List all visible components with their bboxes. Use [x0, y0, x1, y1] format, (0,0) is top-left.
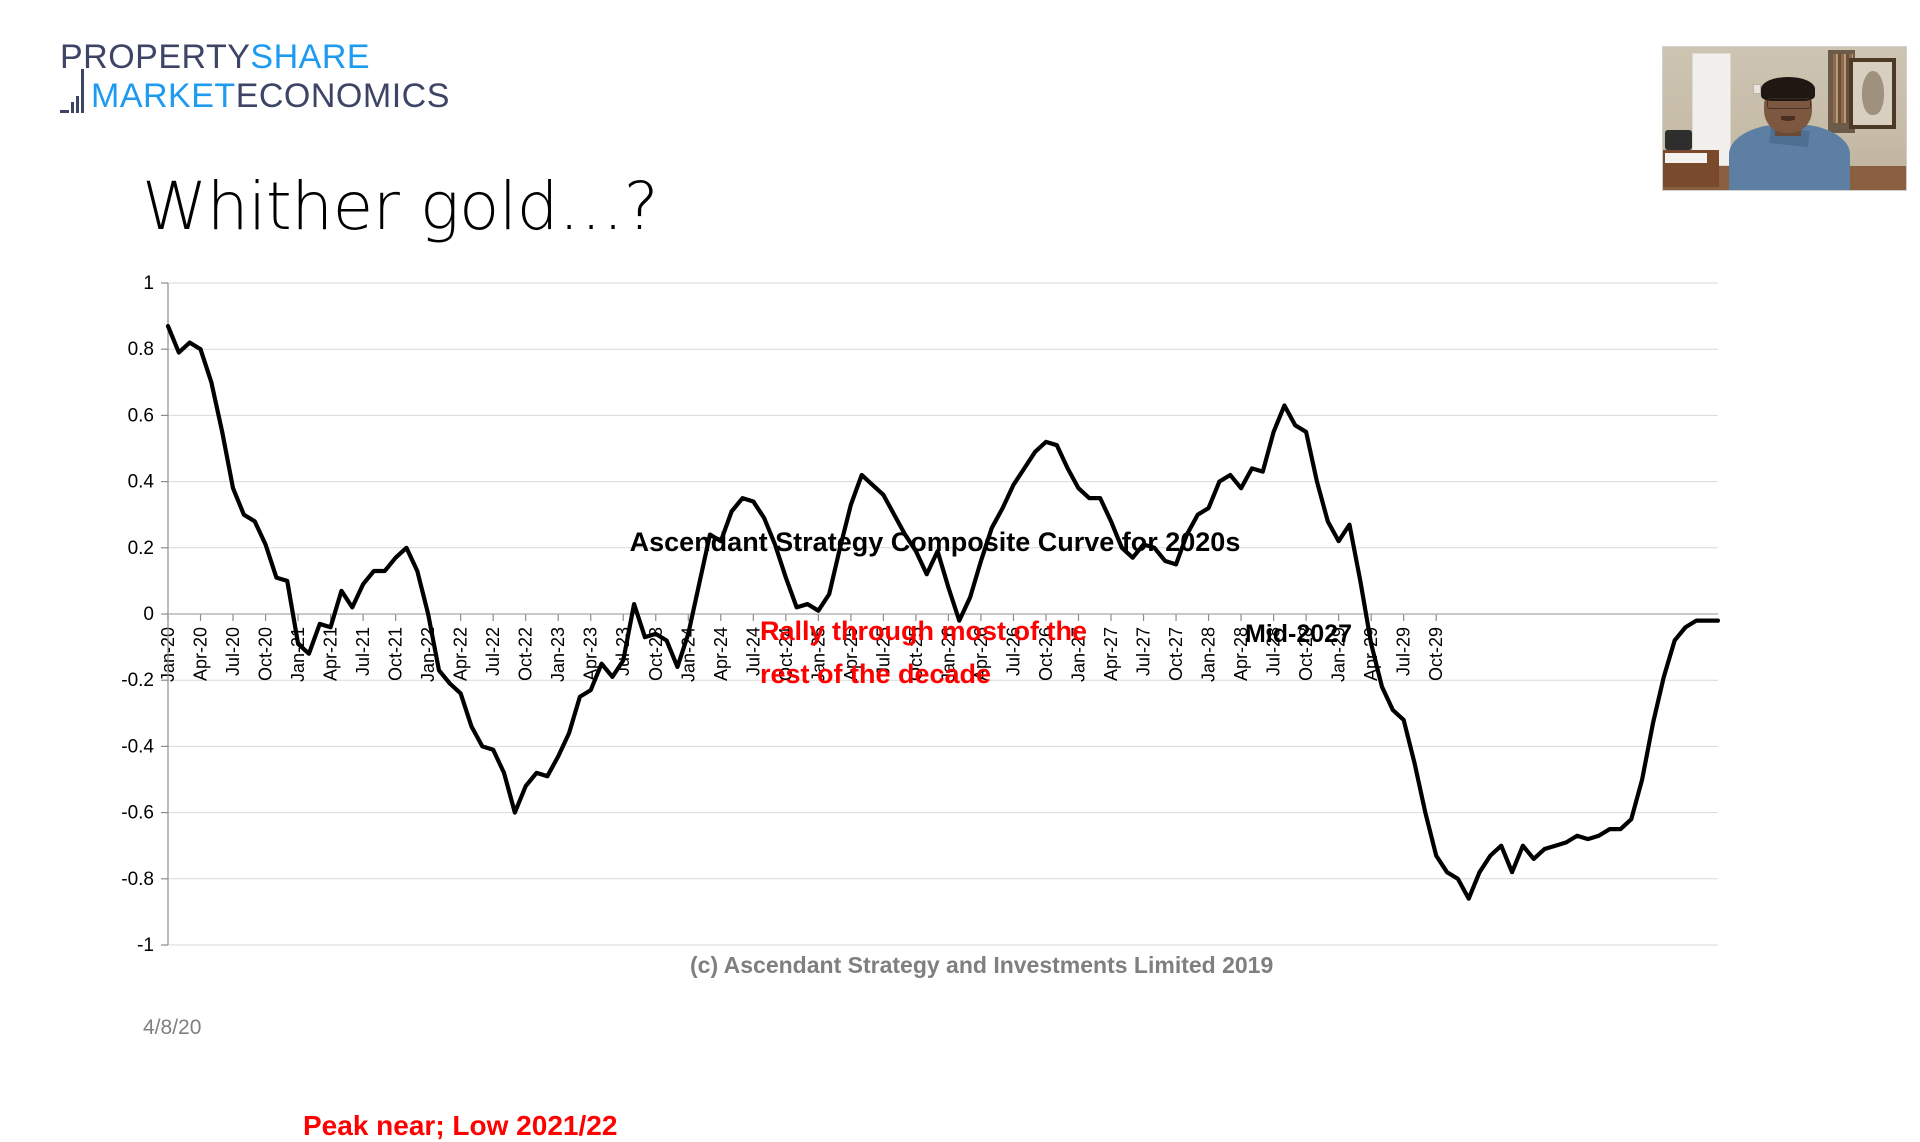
slide-date: 4/8/20 — [143, 1016, 202, 1039]
bar-chart-icon — [60, 69, 90, 115]
annotation-peak-low: Peak near; Low 2021/22 — [303, 1110, 618, 1141]
x-axis-tick-label: Jul-27 — [1134, 627, 1154, 676]
x-axis-ticks — [167, 614, 1437, 621]
logo-property-text: PROPERTY — [60, 38, 251, 76]
x-axis-tick-label: Oct-24 — [776, 627, 796, 681]
chart-canvas: 10.80.60.40.20-0.2-0.4-0.6-0.8-1 Jan-20 A… — [121, 273, 1721, 955]
presenter-hair — [1761, 77, 1815, 102]
x-axis-tick-label: Jul-24 — [743, 627, 763, 676]
x-axis-tick-label: Jan-29 — [1329, 627, 1349, 682]
presenter-mouth — [1780, 116, 1796, 122]
x-axis-tick-label: Jan-27 — [1068, 627, 1088, 682]
x-axis-tick-label: Apr-27 — [1101, 627, 1121, 681]
x-axis-tick-label: Apr-22 — [451, 627, 471, 681]
page-title: Whither gold…? — [142, 168, 659, 245]
x-axis-tick-label: Jul-22 — [483, 627, 503, 676]
y-axis-tick-label: -0.6 — [121, 803, 154, 824]
x-axis-tick-label: Apr-25 — [841, 627, 861, 681]
x-axis-tick-label: Jan-23 — [548, 627, 568, 682]
x-axis-tick-label: Oct-29 — [1426, 627, 1446, 681]
x-axis-tick-label: Jul-26 — [1003, 627, 1023, 676]
composite-curve-chart: 1 0.8 0.6 0.4 0.2 0 -0.2 -0.4 -0.6 -0.8 -1 Jan-20 A… — [0, 255, 1920, 1141]
y-axis-tick-label: 1 — [143, 273, 154, 294]
x-axis-tick-label: Oct-26 — [1036, 627, 1056, 681]
y-axis-tick-label: 0.2 — [128, 538, 154, 559]
x-axis-tick-label: Oct-28 — [1296, 627, 1316, 681]
x-axis-labels: Jan-20 Apr-20 Jul-20 Oct-20 Jan-21 Apr-21 Jul-… — [158, 627, 1446, 682]
light-switch-shape — [1752, 84, 1761, 95]
x-axis-tick-label: Jan-24 — [678, 627, 698, 682]
logo-line-1: PROPERTYSHARE — [60, 38, 580, 76]
x-axis-tick-label: Jul-25 — [873, 627, 893, 676]
y-axis-ticks — [161, 282, 168, 946]
x-axis-tick-label: Jul-28 — [1264, 627, 1284, 676]
x-axis-tick-label: Jul-29 — [1394, 627, 1414, 676]
x-axis-tick-label: Oct-20 — [256, 627, 276, 681]
x-axis-tick-label: Apr-20 — [191, 627, 211, 681]
logo-market-text: MARKET — [91, 77, 236, 115]
x-axis-tick-label: Apr-23 — [581, 627, 601, 681]
x-axis-tick-label: Oct-27 — [1166, 627, 1186, 681]
x-axis-tick-label: Jul-21 — [353, 627, 373, 676]
door-shape — [1692, 52, 1731, 167]
x-axis-tick-label: Jan-28 — [1199, 627, 1219, 682]
x-axis-tick-label: Apr-28 — [1231, 627, 1251, 681]
y-axis-tick-label: 0 — [143, 604, 154, 625]
chart-copyright: (c) Ascendant Strategy and Investments L… — [690, 952, 1274, 978]
y-axis-labels: 1 0.8 0.6 0.4 0.2 0 -0.2 -0.4 -0.6 -0.8 -1 — [121, 273, 154, 955]
x-axis-tick-label: Jan-26 — [938, 627, 958, 682]
logo-line-2: MARKET ECONOMICS — [60, 69, 580, 115]
x-axis-tick-label: Oct-23 — [646, 627, 666, 681]
x-axis-tick-label: Oct-25 — [906, 627, 926, 681]
y-axis-tick-label: -0.4 — [121, 736, 154, 757]
x-axis-tick-label: Jul-20 — [223, 627, 243, 676]
y-axis-tick-label: -1 — [137, 935, 154, 955]
y-axis-tick-label: 0.8 — [128, 339, 154, 360]
y-axis-tick-label: 0.4 — [128, 472, 155, 493]
paper-shape — [1665, 152, 1707, 163]
picture-frame-shape — [1849, 58, 1897, 130]
books-shape — [1833, 54, 1853, 123]
x-axis-tick-label: Apr-26 — [971, 627, 991, 681]
x-axis-tick-label: Apr-21 — [321, 627, 341, 681]
x-axis-tick-label: Oct-22 — [516, 627, 536, 681]
y-axis-tick-label: -0.8 — [121, 869, 154, 890]
composite-curve-series — [165, 323, 1721, 901]
logo-share-text: SHARE — [250, 38, 371, 76]
x-axis-tick-label: Jan-25 — [808, 627, 828, 682]
x-axis-tick-label: Apr-24 — [711, 627, 731, 681]
company-logo: PROPERTYSHARE MARKET ECONOMICS — [60, 38, 580, 130]
y-axis-tick-label: 0.6 — [128, 405, 154, 426]
logo-economics-text: ECONOMICS — [235, 77, 450, 115]
presenter-video-thumbnail[interactable] — [1662, 46, 1907, 191]
chair-shape — [1665, 129, 1693, 150]
x-axis-tick-label: Jan-21 — [288, 627, 308, 682]
x-axis-tick-label: Oct-21 — [386, 627, 406, 681]
presenter-glasses — [1767, 97, 1811, 109]
y-axis-tick-label: -0.2 — [121, 670, 154, 691]
